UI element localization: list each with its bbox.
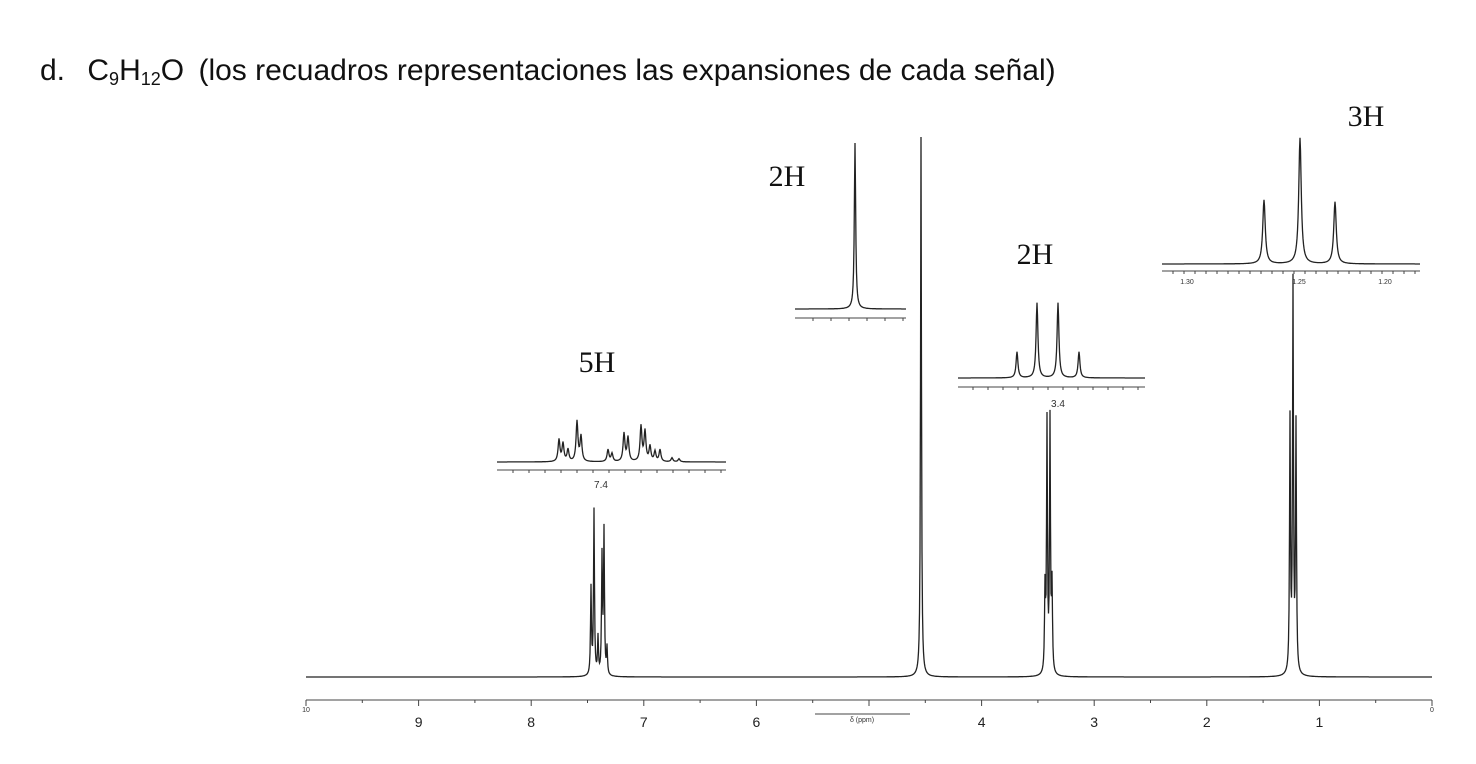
title: d. C9H12O (los recuadros representacione… [40,54,1056,89]
x-tick-label: 3 [1090,714,1098,730]
inset-trace [1162,137,1420,265]
inset-tick-label: 1.25 [1292,279,1306,286]
inset-tick-label: 1.20 [1378,279,1392,286]
formula: C [87,54,109,87]
x-tick-label: 6 [753,714,761,730]
formula: O [161,54,184,87]
integration: 3H [1348,100,1385,133]
spectrum-trace [306,136,1432,678]
x-tick-label: 2 [1203,714,1211,730]
x-tick-label: 10 [302,707,310,714]
integration: 2H [769,160,806,193]
inset-tick-label: 1.30 [1180,279,1194,286]
inset-trace [795,142,906,310]
formula-sub: 9 [109,69,119,89]
axis-label: δ (ppm) [850,717,874,724]
x-tick-label: 4 [978,714,986,730]
integration: 5H [579,346,616,379]
x-tick-label: 0 [1430,707,1434,714]
formula-sub: 12 [141,69,161,89]
x-tick-label: 1 [1316,714,1324,730]
title-label: d. [40,54,65,87]
x-tick-label: 8 [527,714,535,730]
inset-tick-label: 7.4 [594,480,608,491]
formula: H [119,54,141,87]
title-text: (los recuadros representaciones las expa… [198,54,1055,87]
inset-trace [958,302,1145,379]
inset-trace [497,419,726,463]
inset-tick-label: 3.4 [1051,399,1065,410]
x-tick-label: 7 [640,714,648,730]
integration: 2H [1017,238,1054,271]
x-tick-label: 9 [415,714,423,730]
